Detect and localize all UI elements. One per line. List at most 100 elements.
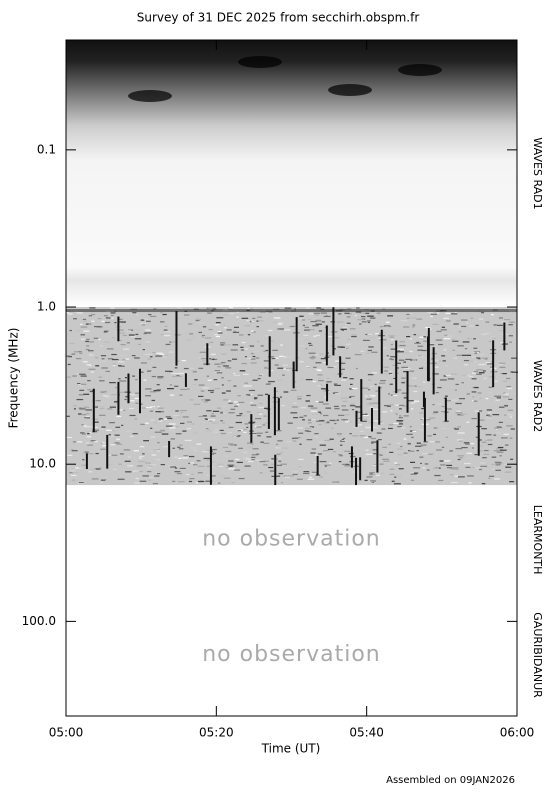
noise [499,455,502,457]
noise [78,407,83,409]
noise [494,461,501,463]
noise [471,417,478,420]
noise [285,381,288,383]
noise [237,434,241,437]
noise [346,347,349,349]
noise [458,331,462,333]
noise [245,388,251,390]
noise [162,313,167,316]
noise [118,463,122,465]
noise [326,381,332,383]
noise [491,463,495,466]
noise [109,435,116,437]
noise [487,415,493,417]
noise [289,475,294,477]
noise [136,465,143,467]
noise [86,436,92,438]
noise [86,345,90,347]
noise [341,405,347,407]
noise [197,322,205,324]
noise [201,421,206,424]
noise [409,370,415,372]
noise [153,390,161,392]
noise [178,448,184,450]
noise [437,352,441,354]
noise [427,344,435,346]
noise [189,399,194,401]
noise [160,463,165,466]
noise [85,323,91,325]
noise [348,396,352,398]
noise [324,464,331,466]
noise [125,430,133,432]
noise [189,477,195,480]
noise [207,312,212,314]
noise [504,393,509,395]
noise [464,348,468,350]
noise [327,366,334,369]
noise [352,435,359,437]
noise [319,476,324,478]
burst [292,361,295,389]
noise [221,384,224,386]
noise [197,465,205,467]
noise [441,427,447,430]
noise [478,450,483,452]
noise [127,465,134,467]
noise [282,364,288,366]
noise [111,337,115,339]
noise [123,365,129,367]
noise [388,443,392,445]
noise [91,320,95,322]
noise [78,351,82,353]
noise [226,329,232,331]
noise [90,440,96,442]
noise [153,308,157,310]
noise [124,398,127,401]
noise [306,439,313,441]
noise [389,404,394,406]
noise [305,427,312,429]
noise [499,449,507,451]
noise [467,321,473,323]
noise [263,464,268,466]
noise [383,325,390,327]
noise [162,446,170,448]
noise [312,380,317,383]
noise [238,401,245,404]
noise [113,401,119,403]
noise [340,368,345,370]
noise [194,379,198,381]
noise [220,475,223,477]
noise [449,450,453,452]
noise [371,408,379,410]
noise [250,394,253,396]
noise [151,399,156,402]
noise [445,312,451,314]
noise [116,415,122,418]
noise [305,366,310,368]
noise [188,462,195,464]
noise [488,386,493,388]
noise [432,323,439,325]
noise [361,318,366,320]
noise [272,357,279,359]
noise [249,433,257,435]
noise [397,348,404,350]
noise [104,395,110,397]
burst [209,446,212,485]
noise [413,467,421,469]
noise [314,432,319,435]
noise [371,437,376,440]
noise [386,449,392,451]
noise [444,365,449,367]
noise [236,414,242,417]
noise [366,403,374,405]
burst [85,453,88,470]
noise [313,335,317,337]
noise [455,468,459,471]
noise [220,307,227,309]
noise [85,340,89,343]
noise [458,440,463,442]
y-tick-label: 0.1 [37,142,56,156]
